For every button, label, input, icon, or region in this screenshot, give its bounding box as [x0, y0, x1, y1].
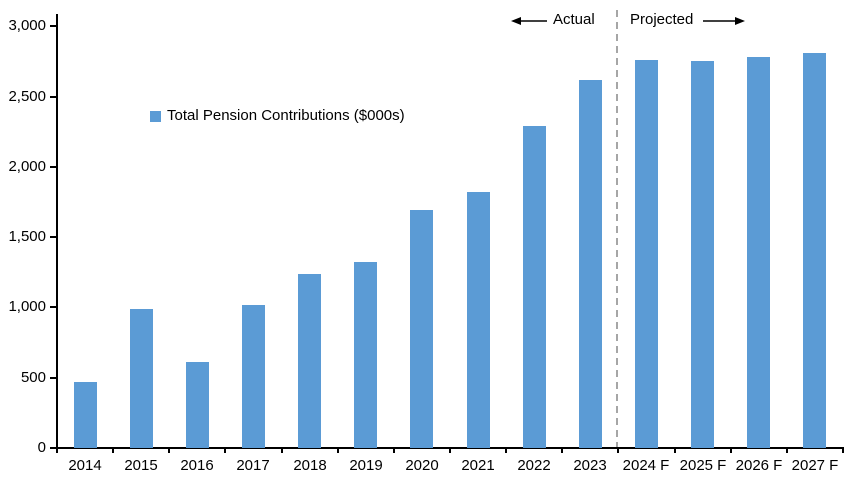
bar-2022	[523, 126, 546, 448]
x-tick	[393, 447, 395, 453]
bar-2025 F	[691, 61, 714, 448]
x-tick	[112, 447, 114, 453]
bar-2024 F	[635, 60, 658, 448]
bar-2026 F	[747, 57, 770, 448]
y-tick	[50, 236, 57, 238]
y-tick	[50, 96, 57, 98]
x-tick	[168, 447, 170, 453]
x-tick	[674, 447, 676, 453]
bar-2018	[298, 274, 321, 448]
legend-swatch	[150, 110, 161, 122]
actual-label: Actual	[553, 11, 595, 28]
y-axis-label: 500	[20, 369, 46, 386]
left-arrow-icon	[511, 17, 547, 25]
x-tick	[337, 447, 339, 453]
y-axis-line	[56, 14, 58, 449]
y-tick	[50, 25, 57, 27]
x-tick	[842, 447, 844, 453]
x-axis-label: 2017	[236, 457, 270, 474]
y-axis-label: 2,500	[8, 88, 46, 105]
x-tick	[617, 447, 619, 453]
bar-2020	[410, 210, 433, 448]
y-axis-label: 1,500	[8, 228, 46, 245]
bar-2027 F	[803, 53, 826, 448]
y-axis-label: 0	[37, 439, 46, 456]
y-tick	[50, 377, 57, 379]
x-axis-label: 2022	[517, 457, 551, 474]
bar-2015	[130, 309, 153, 448]
x-axis-label: 2021	[461, 457, 495, 474]
y-tick	[50, 306, 57, 308]
x-tick	[449, 447, 451, 453]
x-axis-label: 2023	[573, 457, 607, 474]
bar-2019	[354, 262, 377, 448]
x-axis-label: 2015	[124, 457, 158, 474]
x-tick	[281, 447, 283, 453]
bar-2023	[579, 80, 602, 448]
legend: Total Pension Contributions ($000s)	[150, 108, 405, 124]
x-tick	[786, 447, 788, 453]
y-axis-label: 3,000	[8, 17, 46, 34]
x-axis-label: 2027 F	[791, 457, 839, 474]
x-axis-label: 2018	[293, 457, 327, 474]
x-tick	[730, 447, 732, 453]
y-tick	[50, 447, 57, 449]
x-axis-label: 2020	[405, 457, 439, 474]
x-tick	[505, 447, 507, 453]
y-axis-label: 2,000	[8, 158, 46, 175]
right-arrow-icon	[703, 17, 745, 25]
x-tick	[224, 447, 226, 453]
projected-label: Projected	[630, 11, 694, 28]
x-axis-label: 2016	[180, 457, 214, 474]
x-tick	[561, 447, 563, 453]
x-axis-label: 2024 F	[622, 457, 670, 474]
x-axis-label: 2026 F	[735, 457, 783, 474]
bar-2014	[74, 382, 97, 448]
y-axis-label: 1,000	[8, 298, 46, 315]
y-tick	[50, 166, 57, 168]
bar-2016	[186, 362, 209, 448]
x-axis-label: 2025 F	[679, 457, 727, 474]
bar-2021	[467, 192, 490, 448]
bar-2017	[242, 305, 265, 448]
x-tick	[56, 447, 58, 453]
legend-label: Total Pension Contributions ($000s)	[167, 107, 405, 124]
x-axis-label: 2014	[68, 457, 102, 474]
x-axis-label: 2019	[349, 457, 383, 474]
actual-projected-divider	[616, 10, 618, 448]
